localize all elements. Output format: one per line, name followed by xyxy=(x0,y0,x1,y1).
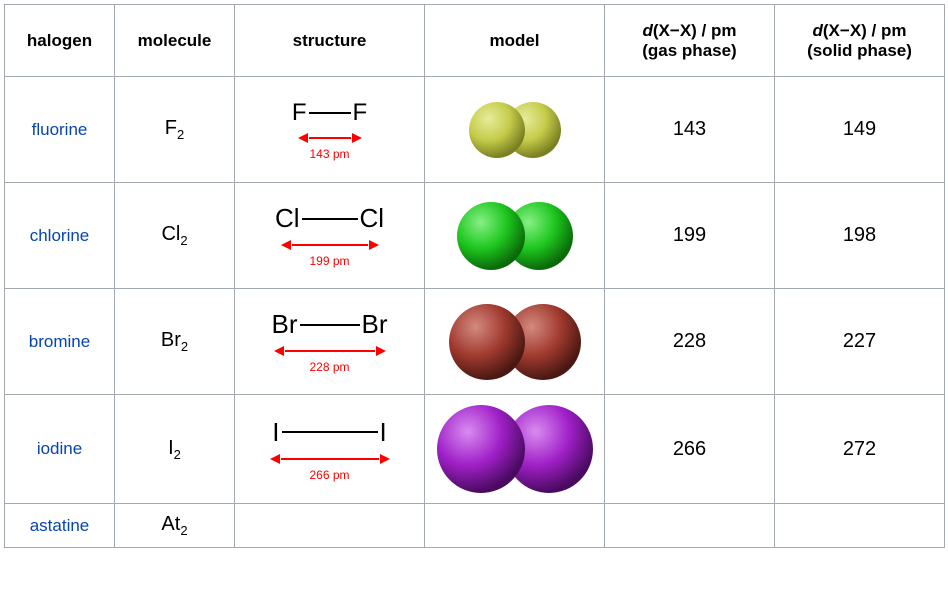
bond-length-label: 199 pm xyxy=(309,254,349,268)
table-row: bromine Br2 Br Br 228 pm xyxy=(5,289,945,395)
empty-cell xyxy=(775,504,945,548)
bond-atom-left: Br xyxy=(272,309,298,340)
table-row: chlorine Cl2 Cl Cl 199 pm xyxy=(5,183,945,289)
molecule-formula: I2 xyxy=(168,437,181,459)
bond-atom-right: Br xyxy=(362,309,388,340)
header-row: halogen molecule structure model d(X−X) … xyxy=(5,5,945,77)
halogen-link[interactable]: bromine xyxy=(29,332,90,351)
molecule-cell: At2 xyxy=(115,504,235,548)
bond-line-icon xyxy=(309,112,351,114)
halogen-cell: fluorine xyxy=(5,77,115,183)
header-halogen: halogen xyxy=(5,5,115,77)
solid-value: 227 xyxy=(775,289,945,395)
structure-cell: Br Br 228 pm xyxy=(235,289,425,395)
model-cell xyxy=(425,183,605,289)
halogen-link[interactable]: iodine xyxy=(37,439,82,458)
header-model: model xyxy=(425,5,605,77)
structure-diagram: F F 143 pm xyxy=(243,99,416,161)
header-gas-xx: (X−X) / pm xyxy=(653,21,737,40)
halogen-link[interactable]: astatine xyxy=(30,516,90,535)
structure-cell: Cl Cl 199 pm xyxy=(235,183,425,289)
molecule-formula: Br2 xyxy=(161,329,188,351)
header-solid-d: d xyxy=(813,21,823,40)
halogen-link[interactable]: fluorine xyxy=(32,120,88,139)
header-solid-xx: (X−X) / pm xyxy=(823,21,907,40)
gas-value: 199 xyxy=(605,183,775,289)
solid-value: 149 xyxy=(775,77,945,183)
bond-arrow-icon xyxy=(281,452,379,466)
gas-value: 266 xyxy=(605,395,775,504)
gas-value: 143 xyxy=(605,77,775,183)
bond-line-icon xyxy=(302,218,358,220)
structure-cell: F F 143 pm xyxy=(235,77,425,183)
bond-atom-left: Cl xyxy=(275,203,300,234)
gas-value: 228 xyxy=(605,289,775,395)
bond-atom-right: Cl xyxy=(360,203,385,234)
header-structure: structure xyxy=(235,5,425,77)
table-row: astatine At2 xyxy=(5,504,945,548)
solid-value: 198 xyxy=(775,183,945,289)
model-cell xyxy=(425,77,605,183)
header-solid: d(X−X) / pm (solid phase) xyxy=(775,5,945,77)
bond-atom-right: I xyxy=(380,417,387,448)
header-gas: d(X−X) / pm (gas phase) xyxy=(605,5,775,77)
molecule-formula: Cl2 xyxy=(161,223,187,245)
header-solid-sub: (solid phase) xyxy=(807,41,912,60)
bond-arrow-icon xyxy=(285,344,375,358)
bond-length-label: 143 pm xyxy=(309,147,349,161)
molecule-cell: I2 xyxy=(115,395,235,504)
model-cell xyxy=(425,289,605,395)
table-row: fluorineF2 F F 143 pm 1 xyxy=(5,77,945,183)
structure-diagram: I I 266 pm xyxy=(243,417,416,482)
bond-line-icon xyxy=(300,324,360,326)
bond-arrow-icon xyxy=(309,131,351,145)
bond-arrow-icon xyxy=(292,238,368,252)
halogen-cell: bromine xyxy=(5,289,115,395)
halogen-link[interactable]: chlorine xyxy=(30,226,90,245)
molecule-cell: F2 xyxy=(115,77,235,183)
empty-cell xyxy=(605,504,775,548)
halogen-cell: chlorine xyxy=(5,183,115,289)
solid-value: 272 xyxy=(775,395,945,504)
molecule-cell: Cl2 xyxy=(115,183,235,289)
molecule-cell: Br2 xyxy=(115,289,235,395)
bond-length-label: 228 pm xyxy=(309,360,349,374)
model-cell xyxy=(425,395,605,504)
halogen-table: halogen molecule structure model d(X−X) … xyxy=(4,4,945,548)
empty-cell xyxy=(425,504,605,548)
halogen-cell: iodine xyxy=(5,395,115,504)
header-gas-sub: (gas phase) xyxy=(642,41,736,60)
structure-diagram: Br Br 228 pm xyxy=(243,309,416,374)
halogen-cell: astatine xyxy=(5,504,115,548)
bond-atom-left: I xyxy=(272,417,279,448)
bond-atom-right: F xyxy=(353,99,368,127)
bond-atom-left: F xyxy=(292,99,307,127)
header-molecule: molecule xyxy=(115,5,235,77)
structure-cell: I I 266 pm xyxy=(235,395,425,504)
table-row: iodine I2 I I 266 pm 266 xyxy=(5,395,945,504)
structure-diagram: Cl Cl 199 pm xyxy=(243,203,416,268)
molecule-formula: At2 xyxy=(161,513,187,535)
bond-line-icon xyxy=(282,431,378,433)
empty-cell xyxy=(235,504,425,548)
molecule-formula: F2 xyxy=(165,117,184,139)
bond-length-label: 266 pm xyxy=(309,468,349,482)
header-gas-d: d xyxy=(643,21,653,40)
